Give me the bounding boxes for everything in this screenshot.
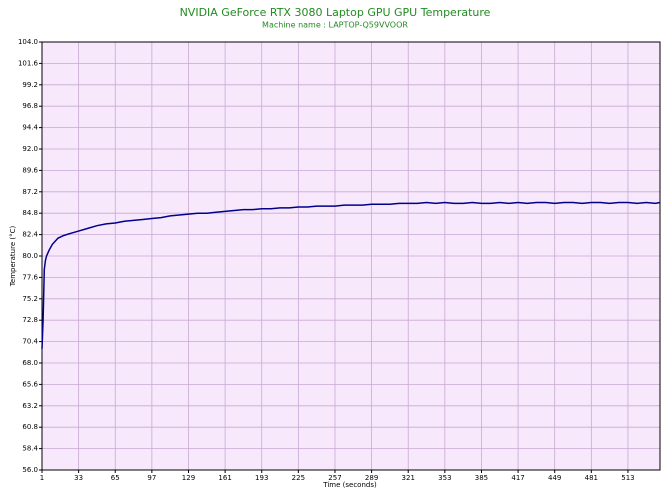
y-tick-label: 84.8 bbox=[22, 209, 38, 217]
x-tick-label: 65 bbox=[111, 474, 120, 482]
x-tick-label: 129 bbox=[182, 474, 195, 482]
y-tick-label: 56.0 bbox=[22, 466, 38, 474]
y-tick-label: 72.8 bbox=[22, 316, 38, 324]
y-tick-label: 89.6 bbox=[22, 166, 38, 174]
y-tick-label: 92.0 bbox=[22, 145, 38, 153]
x-tick-label: 353 bbox=[438, 474, 451, 482]
y-tick-label: 63.2 bbox=[22, 402, 38, 410]
x-tick-label: 225 bbox=[292, 474, 305, 482]
y-tick-label: 99.2 bbox=[22, 81, 38, 89]
chart-subtitle: Machine name : LAPTOP-Q59VVOOR bbox=[262, 21, 408, 30]
x-tick-label: 33 bbox=[74, 474, 83, 482]
x-axis-label: Time (seconds) bbox=[322, 481, 377, 489]
y-tick-label: 96.8 bbox=[22, 102, 38, 110]
x-tick-label: 97 bbox=[147, 474, 156, 482]
y-tick-label: 58.4 bbox=[22, 445, 38, 453]
x-tick-label: 1 bbox=[40, 474, 44, 482]
y-tick-label: 94.4 bbox=[22, 124, 38, 132]
y-tick-label: 75.2 bbox=[22, 295, 38, 303]
x-tick-label: 321 bbox=[402, 474, 415, 482]
x-tick-label: 289 bbox=[365, 474, 378, 482]
y-tick-label: 77.6 bbox=[22, 273, 38, 281]
data-line bbox=[41, 201, 661, 349]
plot-border bbox=[41, 41, 661, 471]
y-tick-label: 68.0 bbox=[22, 359, 38, 367]
y-tick-label: 70.4 bbox=[22, 338, 38, 346]
y-tick-label: 104.0 bbox=[18, 38, 38, 46]
y-tick-label: 87.2 bbox=[22, 188, 38, 196]
x-tick-label: 513 bbox=[621, 474, 634, 482]
x-tick-label: 417 bbox=[511, 474, 524, 482]
x-tick-label: 161 bbox=[218, 474, 231, 482]
y-axis-label: Temperature (°C) bbox=[9, 226, 17, 288]
chart-title: NVIDIA GeForce RTX 3080 Laptop GPU GPU T… bbox=[180, 6, 491, 19]
x-tick-label: 449 bbox=[548, 474, 561, 482]
y-tick-label: 80.0 bbox=[22, 252, 38, 260]
x-tick-label: 385 bbox=[475, 474, 488, 482]
y-tick-label: 60.8 bbox=[22, 423, 38, 431]
x-tick-label: 193 bbox=[255, 474, 268, 482]
y-tick-label: 101.6 bbox=[18, 59, 39, 67]
y-tick-label: 65.6 bbox=[22, 380, 38, 388]
x-tick-label: 257 bbox=[328, 474, 341, 482]
y-tick-label: 82.4 bbox=[22, 231, 38, 239]
x-tick-label: 481 bbox=[585, 474, 598, 482]
